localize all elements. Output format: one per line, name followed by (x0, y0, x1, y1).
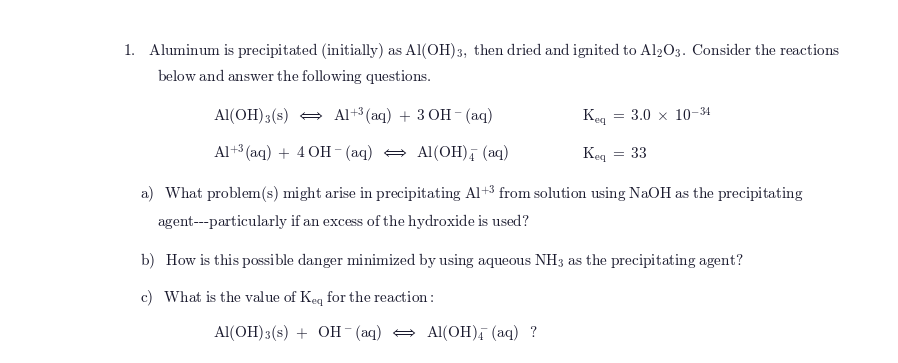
Text: $\mathrm{K_{eq}\;=\;33}$: $\mathrm{K_{eq}\;=\;33}$ (582, 145, 647, 165)
Text: $\mathrm{below\;and\;answer\;the\;following\;questions.}$: $\mathrm{below\;and\;answer\;the\;follow… (157, 67, 432, 86)
Text: $\mathrm{1.\;\;\;Aluminum\;is\;precipitated\;(initially)\;as\;Al(OH)_3,\;then\;d: $\mathrm{1.\;\;\;Aluminum\;is\;precipita… (123, 41, 841, 61)
Text: $\mathrm{Al(OH)_3(s)\;\;{\Longleftrightarrow}\;\;Al^{+3}(aq)\;+\;3\;OH^-(aq)}$: $\mathrm{Al(OH)_3(s)\;\;{\Longleftrighta… (213, 105, 493, 127)
Text: $\mathrm{b)\;\;\;How\;is\;this\;possible\;danger\;minimized\;by\;using\;aqueous\: $\mathrm{b)\;\;\;How\;is\;this\;possible… (140, 251, 744, 270)
Text: $\mathrm{Al^{+3}(aq)\;+\;4\;OH^-(aq)\;\;{\Longleftrightarrow}\;\;Al(OH)_4^-(aq)}: $\mathrm{Al^{+3}(aq)\;+\;4\;OH^-(aq)\;\;… (213, 142, 509, 164)
Text: $\mathrm{a)\;\;\;What\;problem(s)\;might\;arise\;in\;precipitating\;Al^{+3}\;fro: $\mathrm{a)\;\;\;What\;problem(s)\;might… (140, 184, 804, 206)
Text: $\mathrm{c)\;\;\;What\;is\;the\;value\;of\;K_{eq}\;for\;the\;reaction:}$: $\mathrm{c)\;\;\;What\;is\;the\;value\;o… (140, 288, 435, 309)
Text: $\mathrm{K_{eq}\;=\;3.0\;\times\;10^{-34}}$: $\mathrm{K_{eq}\;=\;3.0\;\times\;10^{-34… (582, 105, 711, 128)
Text: $\mathrm{agent{\text{---}}particularly\;if\;an\;excess\;of\;the\;hydroxide\;is\;: $\mathrm{agent{\text{---}}particularly\;… (157, 212, 530, 231)
Text: $\mathrm{Al(OH)_3(s)\;+\;\;OH^-(aq)\;\;{\Longleftrightarrow}\;\;Al(OH)_4^-(aq)\;: $\mathrm{Al(OH)_3(s)\;+\;\;OH^-(aq)\;\;{… (213, 323, 538, 343)
